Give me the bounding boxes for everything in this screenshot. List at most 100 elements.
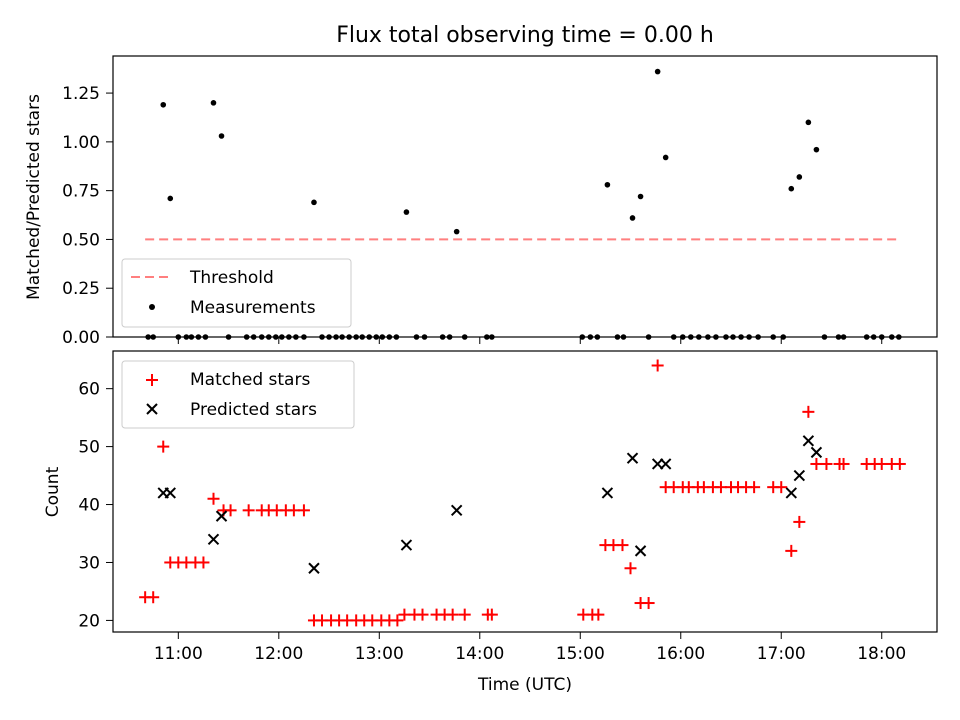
measurement-point [788,185,795,192]
legend-matched-label: Matched stars [190,370,310,390]
measurement-point [311,199,317,206]
matched-star-point [592,608,605,621]
matched-star-point [642,597,655,610]
matched-star-point [147,591,160,604]
matched-star-point [458,608,471,621]
matched-star-point [157,440,170,453]
bottom-x-tick-label: 14:00 [455,644,504,664]
bottom-x-tick-label: 15:00 [556,644,605,664]
measurement-point [654,68,661,75]
matched-star-point [297,504,310,517]
matched-star-point [485,608,498,621]
bottom-x-tick-label: 17:00 [757,644,806,664]
measurement-point [403,209,410,215]
matched-star-point [287,504,300,517]
bottom-y-tick-label: 20 [78,611,100,631]
measurement-point [813,146,820,153]
top-y-tick-label: 1.25 [62,84,100,104]
top-chart-title: Flux total observing time = 0.00 h [336,23,714,48]
top-y-tick-label: 0.25 [62,279,100,299]
measurement-point [167,195,174,202]
predicted-star-point [308,562,320,574]
matched-star-point [893,457,906,470]
legend-predicted-label: Predicted stars [190,400,317,420]
matched-star-point [875,457,888,470]
predicted-star-point [400,539,413,551]
top-y-tick-label: 1.00 [62,133,100,153]
matched-star-point [802,405,815,418]
predicted-star-point [626,452,639,464]
matched-star-point [207,492,220,505]
bottom-y-tick-label: 40 [78,496,100,516]
legend-matched-swatch [146,374,158,386]
measurement-point [453,228,460,235]
predicted-star-point [810,446,823,459]
matched-star-point [197,556,210,569]
predicted-star-point [634,545,647,557]
predicted-star-point [802,435,815,447]
top-legend-box [121,258,352,328]
bottom-y-axis-label: Count [43,466,63,517]
bottom-x-tick-label: 16:00 [656,644,705,664]
matched-star-point [616,539,629,552]
measurement-point [604,181,611,188]
predicted-star-point [207,533,220,546]
predicted-star-point [785,487,797,499]
matched-star-point [242,504,255,517]
legend-measurements-label: Measurements [190,298,316,318]
matched-star-point [785,544,798,557]
predicted-stars-points [157,435,823,574]
bottom-legend: Matched stars Predicted stars [121,360,355,429]
bottom-x-tick-label: 13:00 [355,644,404,664]
top-legend: Threshold Measurements [121,258,352,328]
matched-star-point [748,481,761,494]
top-y-ticks: 0.00 0.25 0.50 0.75 1.00 1.25 [62,84,113,348]
bottom-y-tick-label: 50 [78,438,100,458]
measurement-point [637,193,644,200]
measurement-point [796,174,803,180]
matched-star-point [837,457,850,470]
top-y-axis-label: Matched/Predicted stars [24,94,44,300]
bottom-panel: Count Time (UTC) 20 30 40 50 60 11:00 12:00 13… [43,350,938,695]
matched-star-point [775,481,788,494]
bottom-y-ticks: 20 30 40 50 60 [78,380,113,631]
bottom-y-tick-label: 30 [78,553,100,573]
predicted-star-point [659,458,672,470]
bottom-x-ticks: 11:00 12:00 13:00 14:00 15:00 16:00 17:00 18:00 [154,632,906,664]
bottom-x-axis-label: Time (UTC) [477,675,572,695]
matched-star-point [446,608,459,621]
top-panel: Flux total observing time = 0.00 h Match… [24,23,938,348]
legend-predicted-swatch [146,403,158,415]
measurement-point [805,119,812,126]
matched-star-point [416,608,429,621]
bottom-y-tick-label: 60 [78,380,100,400]
top-y-tick-label: 0.75 [62,182,100,202]
measurement-point [662,154,669,161]
measurement-point [629,215,636,221]
bottom-x-tick-label: 11:00 [154,644,203,664]
matched-star-point [810,457,823,470]
predicted-star-point [793,469,806,482]
matched-star-point [391,614,404,627]
predicted-star-point [164,487,176,499]
measurement-point [210,100,217,106]
top-y-tick-label: 0.00 [62,328,100,348]
matched-star-point [714,481,727,494]
predicted-star-point [601,487,614,499]
matched-star-point [820,457,833,470]
bottom-plot-frame [112,350,938,633]
matched-star-point [398,608,411,621]
top-y-tick-label: 0.50 [62,230,100,250]
legend-threshold-label: Threshold [189,268,274,288]
matched-star-point [624,562,637,575]
bottom-x-tick-label: 12:00 [254,644,303,664]
measurement-point [218,133,225,139]
matched-stars-points [139,359,906,627]
matched-star-point [224,504,237,517]
top-plot-frame [112,55,938,338]
matched-star-point [651,359,664,372]
predicted-star-point [215,510,228,522]
matched-star-point [793,515,806,528]
predicted-star-point [450,504,463,517]
